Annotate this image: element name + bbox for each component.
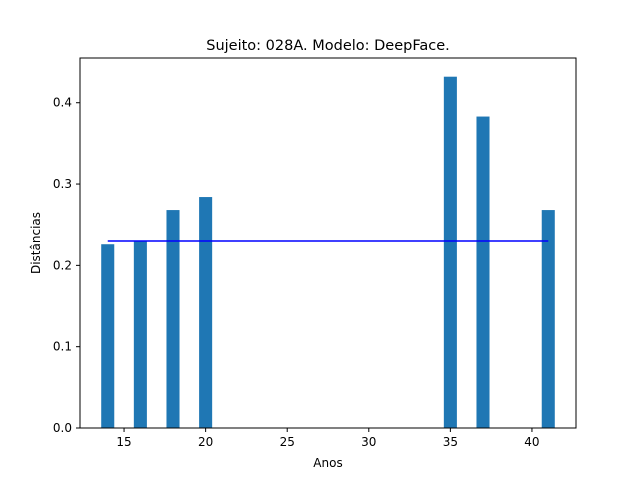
y-tick-label: 0.4 bbox=[53, 96, 72, 110]
x-axis-label: Anos bbox=[313, 456, 342, 470]
y-tick-label: 0.0 bbox=[53, 421, 72, 435]
bar-37 bbox=[476, 116, 490, 429]
bar-14 bbox=[101, 244, 115, 428]
chart-title: Sujeito: 028A. Modelo: DeepFace. bbox=[206, 38, 450, 54]
y-tick-label: 0.1 bbox=[53, 340, 72, 354]
x-axis-ticks: 15 20 25 30 35 40 bbox=[116, 428, 540, 449]
y-tick-label: 0.3 bbox=[53, 177, 72, 191]
y-axis-ticks: 0.0 0.1 0.2 0.3 0.4 bbox=[53, 96, 80, 435]
x-tick-label: 30 bbox=[361, 435, 376, 449]
x-tick-label: 35 bbox=[443, 435, 458, 449]
y-tick-label: 0.2 bbox=[53, 258, 72, 272]
bar-16 bbox=[133, 240, 147, 428]
bar-20 bbox=[199, 197, 213, 428]
plot-frame bbox=[79, 57, 577, 429]
x-tick-label: 20 bbox=[198, 435, 213, 449]
bar-series bbox=[101, 76, 555, 429]
bar-35 bbox=[443, 76, 457, 428]
bar-41 bbox=[541, 210, 555, 428]
x-tick-label: 15 bbox=[116, 435, 131, 449]
x-tick-label: 25 bbox=[280, 435, 295, 449]
bar-18 bbox=[166, 210, 180, 428]
y-axis-label: Distâncias bbox=[29, 212, 43, 274]
x-tick-label: 40 bbox=[524, 435, 539, 449]
